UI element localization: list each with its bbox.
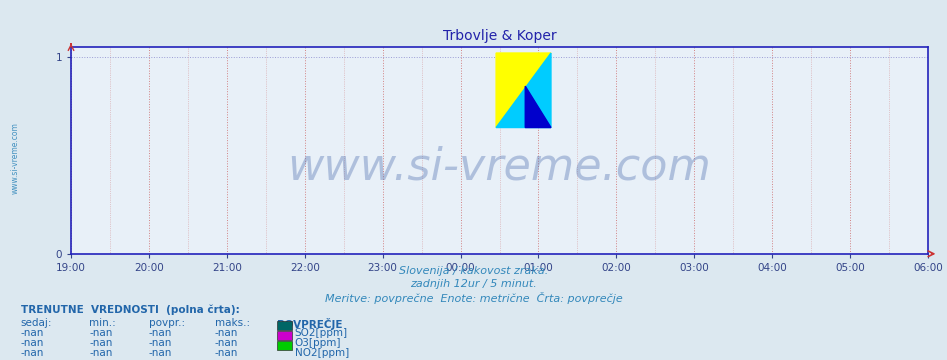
Title: Trbovlje & Koper: Trbovlje & Koper — [443, 29, 556, 43]
Text: -nan: -nan — [89, 348, 113, 359]
Text: -nan: -nan — [215, 348, 239, 359]
Text: -nan: -nan — [89, 328, 113, 338]
Text: -nan: -nan — [89, 338, 113, 348]
Polygon shape — [496, 53, 551, 127]
Text: Meritve: povprečne  Enote: metrične  Črta: povprečje: Meritve: povprečne Enote: metrične Črta:… — [325, 292, 622, 303]
Text: -nan: -nan — [21, 328, 45, 338]
Text: povpr.:: povpr.: — [149, 318, 185, 328]
Text: SO2[ppm]: SO2[ppm] — [295, 328, 348, 338]
Text: -nan: -nan — [215, 338, 239, 348]
Text: www.si-vreme.com: www.si-vreme.com — [288, 145, 711, 188]
Text: -nan: -nan — [215, 328, 239, 338]
Text: -nan: -nan — [21, 348, 45, 359]
Text: O3[ppm]: O3[ppm] — [295, 338, 341, 348]
Text: Slovenija / kakovost zraka.: Slovenija / kakovost zraka. — [399, 266, 548, 276]
Polygon shape — [526, 86, 551, 127]
Text: zadnjih 12ur / 5 minut.: zadnjih 12ur / 5 minut. — [410, 279, 537, 289]
Text: POVPREČJE: POVPREČJE — [277, 318, 342, 329]
Text: -nan: -nan — [149, 328, 172, 338]
Polygon shape — [496, 53, 551, 127]
Text: -nan: -nan — [149, 348, 172, 359]
Text: maks.:: maks.: — [215, 318, 250, 328]
Text: min.:: min.: — [89, 318, 116, 328]
Text: www.si-vreme.com: www.si-vreme.com — [10, 122, 20, 194]
Text: -nan: -nan — [149, 338, 172, 348]
Text: -nan: -nan — [21, 338, 45, 348]
Text: sedaj:: sedaj: — [21, 318, 52, 328]
Text: TRENUTNE  VREDNOSTI  (polna črta):: TRENUTNE VREDNOSTI (polna črta): — [21, 304, 240, 315]
Text: NO2[ppm]: NO2[ppm] — [295, 348, 348, 359]
